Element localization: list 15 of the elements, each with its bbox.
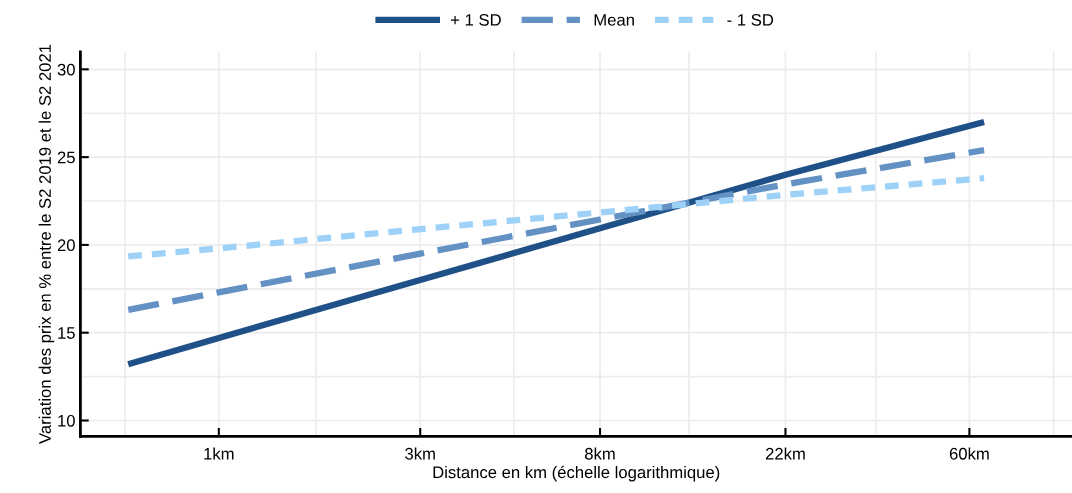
y-axis-title: Variation des prix en % entre le S2 2019 et le S2 2021	[38, 44, 55, 444]
x-axis-title: Distance en km (échelle logarithmique)	[433, 465, 720, 482]
x-tick-label: 1km	[204, 447, 234, 460]
legend-label: Mean	[594, 14, 634, 26]
y-tick-label: 10	[58, 414, 75, 427]
y-tick-label: 15	[58, 327, 75, 339]
x-tick-label: 22km	[765, 447, 805, 460]
legend-label: - 1 SD	[727, 13, 774, 26]
x-tick-label: 60km	[949, 447, 989, 460]
y-tick-label: 30	[57, 63, 75, 76]
x-tick-label: 8km	[585, 447, 615, 460]
y-tick-label: 20	[57, 239, 75, 252]
legend-label: + 1 SD	[451, 13, 501, 26]
x-tick-label: 3km	[405, 447, 435, 460]
y-tick-label: 25	[57, 151, 75, 164]
